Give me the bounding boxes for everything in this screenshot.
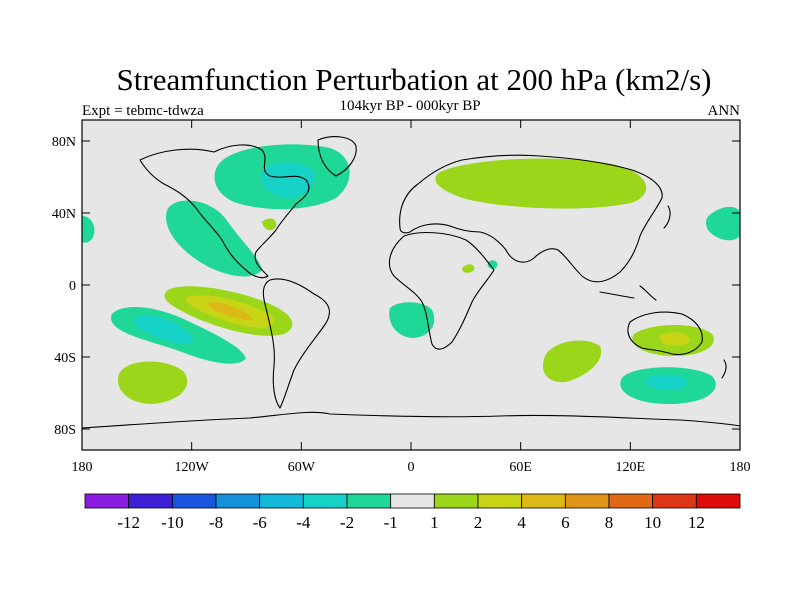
colorbar-swatch (477, 493, 523, 509)
colorbar-swatch (128, 493, 173, 509)
x-tick-label: 120E (616, 460, 646, 475)
colorbar-label: 12 (688, 513, 705, 532)
colorbar: -12 -10 -8 -6 -4 -2 -1 1 2 4 6 8 10 12 (84, 493, 741, 532)
map-panel: 80N 40N 0 40S 80S 180 120W 60W 0 60E 120E 180 (52, 119, 751, 475)
y-tick-label: 40S (54, 351, 76, 366)
colorbar-label: -1 (384, 513, 398, 532)
anomaly-positive-indian-ocean (542, 340, 602, 383)
coastline-north-america (139, 144, 310, 279)
colorbar-swatch (390, 493, 435, 509)
coastline-antarctica (81, 411, 741, 429)
period-label: 104kyr BP - 000kyr BP (339, 98, 480, 114)
colorbar-label: -8 (209, 513, 223, 532)
anomaly-negative-dateline (82, 216, 95, 243)
y-tick-label: 0 (69, 279, 76, 294)
x-tick-label: 0 (408, 460, 415, 475)
colorbar-label: -12 (117, 513, 140, 532)
anomaly-negative-east-pacific (166, 200, 262, 277)
x-tick-label: 60W (288, 460, 316, 475)
y-tick-label: 80N (52, 135, 76, 150)
x-tick-label: 60E (509, 460, 532, 475)
x-axis: 180 120W 60W 0 60E 120E 180 (72, 120, 751, 475)
colorbar-label: 8 (605, 513, 614, 532)
coastline-japan (663, 205, 671, 229)
season-label: ANN (708, 103, 741, 119)
colorbar-swatch (84, 493, 130, 509)
coastline-indonesia (599, 285, 657, 301)
anomaly-positive-eurasia (435, 158, 647, 209)
anomaly-negative-west-pacific (706, 206, 740, 241)
anomaly-positive-south-pacific-center (208, 302, 254, 321)
colorbar-swatch (608, 493, 654, 509)
colorbar-label: 10 (644, 513, 661, 532)
colorbar-swatch (695, 493, 741, 509)
colorbar-swatch (215, 493, 261, 509)
experiment-label: Expt = tebmc-tdwza (82, 103, 204, 119)
colorbar-label: -2 (340, 513, 354, 532)
colorbar-label: 2 (474, 513, 483, 532)
anomaly-positive-australia-core (659, 332, 690, 347)
y-axis: 80N 40N 0 40S 80S (52, 135, 740, 438)
colorbar-swatch (346, 493, 392, 509)
x-tick-label: 180 (72, 460, 93, 475)
colorbar-label: -10 (161, 513, 184, 532)
anomaly-fields (82, 144, 740, 404)
colorbar-swatch (652, 493, 697, 509)
colorbar-label: -4 (296, 513, 311, 532)
anomaly-negative-south-pacific-core (133, 315, 194, 344)
y-tick-label: 80S (54, 423, 76, 438)
colorbar-swatch (564, 493, 610, 509)
anomaly-positive-caribbean (262, 218, 277, 231)
coastline-south-america (262, 278, 330, 409)
y-tick-label: 40N (52, 207, 76, 222)
anomaly-negative-southern-ocean-east-core (644, 374, 688, 390)
x-tick-label: 180 (730, 460, 751, 475)
colorbar-swatch (259, 493, 304, 509)
coastline-australia (627, 311, 703, 356)
anomaly-negative-north-america-core (261, 162, 315, 199)
coastline-new-zealand (721, 359, 727, 379)
figure-title: Streamfunction Perturbation at 200 hPa (… (117, 62, 712, 97)
coastline-greenland (317, 136, 357, 177)
anomaly-positive-southern-ocean-west (117, 361, 188, 404)
colorbar-swatch (302, 493, 348, 509)
colorbar-label: -6 (253, 513, 267, 532)
coastlines (81, 136, 741, 429)
coastline-africa (388, 232, 495, 350)
x-tick-label: 120W (175, 460, 210, 475)
anomaly-negative-east-africa (487, 260, 498, 269)
colorbar-swatch (433, 493, 479, 509)
anomaly-positive-arabia (462, 264, 475, 273)
coastline-eurasia (399, 154, 663, 283)
colorbar-label: 4 (517, 513, 526, 532)
colorbar-swatch (171, 493, 217, 509)
anomaly-negative-south-atlantic (389, 302, 435, 338)
colorbar-label: 1 (430, 513, 439, 532)
colorbar-label: 6 (561, 513, 570, 532)
colorbar-swatch (521, 493, 566, 509)
